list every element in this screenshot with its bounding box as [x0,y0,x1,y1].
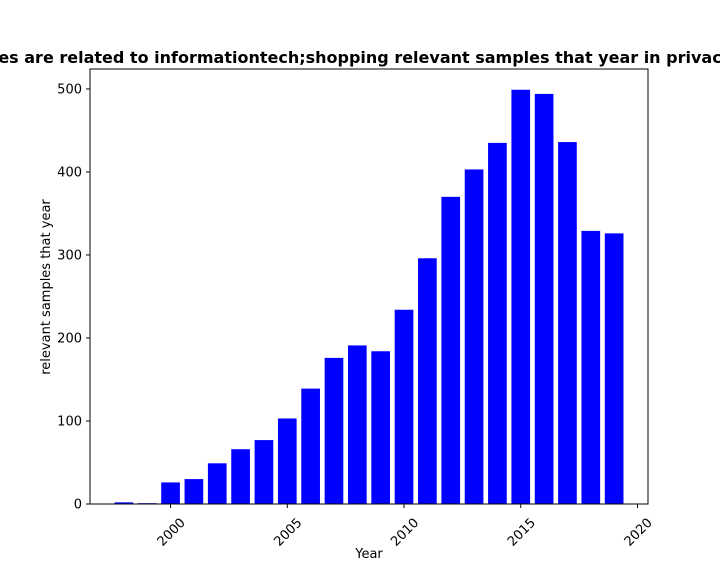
y-tick-label-500: 500 [57,82,82,97]
bar-2019 [604,233,624,504]
y-tick-label-200: 200 [57,331,82,346]
y-axis-ticks: 0 100 200 300 400 500 [57,82,90,513]
bar-2014 [488,142,507,504]
bar-2003 [231,449,250,504]
bar-2018 [581,230,601,504]
bar-2005 [277,418,297,504]
bar-2008 [347,345,367,504]
x-axis-label: Year [354,547,383,562]
x-axis-ticks: 2000 2005 2010 2015 2020 [155,504,656,550]
y-tick-label-400: 400 [57,165,82,180]
x-tick-label-2010: 2010 [388,516,422,550]
bar-2000 [161,482,180,504]
bar-2013 [464,169,484,504]
y-tick-label-0: 0 [74,498,82,513]
bar-2009 [371,351,391,504]
y-axis-label: relevant samples that year [39,199,54,375]
bar-2006 [301,388,320,504]
plot-frame [89,68,649,505]
bar-2004 [254,440,274,504]
x-tick-label-2000: 2000 [155,516,189,550]
x-tick-label-2020: 2020 [622,516,656,550]
bar-2012 [441,196,461,504]
bar-2011 [418,258,437,504]
bar-1998 [114,502,134,504]
y-tick-label-100: 100 [57,414,82,429]
bar-2017 [558,142,577,505]
chart-title: es are related to informationtech;shoppi… [0,48,720,67]
bar-2015 [511,89,531,504]
bar-2002 [207,463,227,504]
y-tick-label-300: 300 [57,248,82,263]
bars-group [114,89,624,505]
bar-2016 [534,93,554,505]
x-tick-label-2005: 2005 [271,516,305,550]
bar-2007 [324,357,344,504]
x-tick-label-2015: 2015 [505,516,539,550]
bar-2001 [184,479,204,504]
bar-2010 [394,309,414,504]
